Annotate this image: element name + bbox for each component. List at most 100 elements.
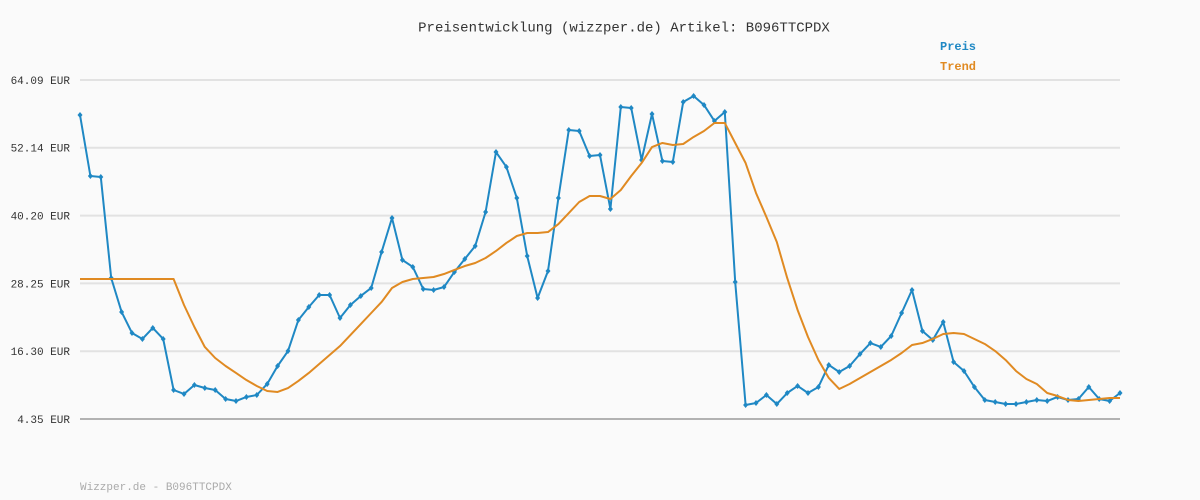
point-marker [77,112,83,119]
point-marker [139,335,145,342]
point-marker [285,348,291,355]
point-marker [1117,390,1123,397]
point-marker [732,279,738,286]
point-marker [420,285,426,292]
y-tick-label: 16.30 EUR [11,347,71,359]
point-marker [659,157,665,164]
point-marker [119,308,125,315]
point-marker [368,284,374,291]
point-marker [545,268,551,275]
legend-entry: Preis [940,40,976,54]
point-marker [576,128,582,135]
point-marker [628,104,634,111]
point-marker [992,398,998,405]
point-marker [493,149,499,156]
point-marker [1086,383,1092,390]
point-marker [98,173,104,180]
point-marker [483,208,489,215]
point-marker [503,163,509,170]
point-marker [763,391,769,398]
point-marker [129,329,135,336]
point-marker [566,126,572,133]
point-marker [670,158,676,165]
point-marker [1034,396,1040,403]
point-marker [514,194,520,201]
line-preis [79,95,1121,406]
point-marker [87,173,93,180]
point-marker [150,324,156,331]
point-marker [472,242,478,249]
point-marker [243,393,249,400]
point-marker [108,274,114,281]
line-trend [80,122,1120,403]
point-marker [867,340,873,347]
point-marker [784,390,790,397]
point-marker [181,390,187,397]
point-marker [254,391,260,398]
point-marker [805,390,811,397]
point-marker [888,332,894,339]
footer: Wizzper.de - B096TTCPDX [80,482,232,494]
point-marker [743,401,749,408]
point-marker [295,316,301,323]
point-marker [171,387,177,394]
point-marker [160,335,166,342]
point-marker [1107,398,1113,405]
point-marker [306,303,312,310]
point-marker [847,362,853,369]
point-marker [971,383,977,390]
point-marker [587,152,593,159]
point-marker [774,401,780,408]
point-marker [347,301,353,308]
point-marker [524,252,530,259]
point-marker [191,382,197,389]
point-marker [836,369,842,376]
y-tick-label: 28.25 EUR [11,279,71,291]
point-marker [722,109,728,116]
point-marker [951,358,957,365]
y-tick-label: 64.09 EUR [11,76,71,88]
point-marker [815,383,821,390]
point-marker [389,215,395,222]
point-marker [607,205,613,212]
point-marker [680,99,686,106]
point-marker [878,343,884,350]
point-marker [961,367,967,374]
point-marker [618,104,624,111]
point-marker [202,385,208,392]
point-marker [327,292,333,299]
point-marker [264,380,270,387]
point-marker [316,292,322,299]
point-marker [431,287,437,294]
point-marker [857,351,863,358]
point-marker [223,396,229,403]
point-marker [795,382,801,389]
point-marker [597,152,603,159]
point-marker [275,362,281,369]
point-marker [1023,398,1029,405]
point-marker [535,295,541,302]
point-marker [233,398,239,405]
point-marker [701,101,707,108]
point-marker [555,194,561,201]
point-marker [909,287,915,294]
point-marker [899,309,905,316]
point-marker [940,319,946,326]
legend-entry: Trend [940,60,976,74]
y-tick-label: 52.14 EUR [11,144,71,156]
point-marker [1003,401,1009,408]
point-marker [462,255,468,262]
point-marker [379,248,385,255]
point-marker [826,361,832,368]
point-marker [691,93,697,100]
point-marker [982,396,988,403]
point-marker [753,399,759,406]
point-marker [919,327,925,334]
point-marker [399,256,405,263]
point-marker [1013,401,1019,408]
point-marker [337,314,343,321]
point-marker [358,292,364,299]
point-marker [212,387,218,394]
chart-title: Preisentwicklung (wizzper.de) Artikel: B… [418,21,830,37]
